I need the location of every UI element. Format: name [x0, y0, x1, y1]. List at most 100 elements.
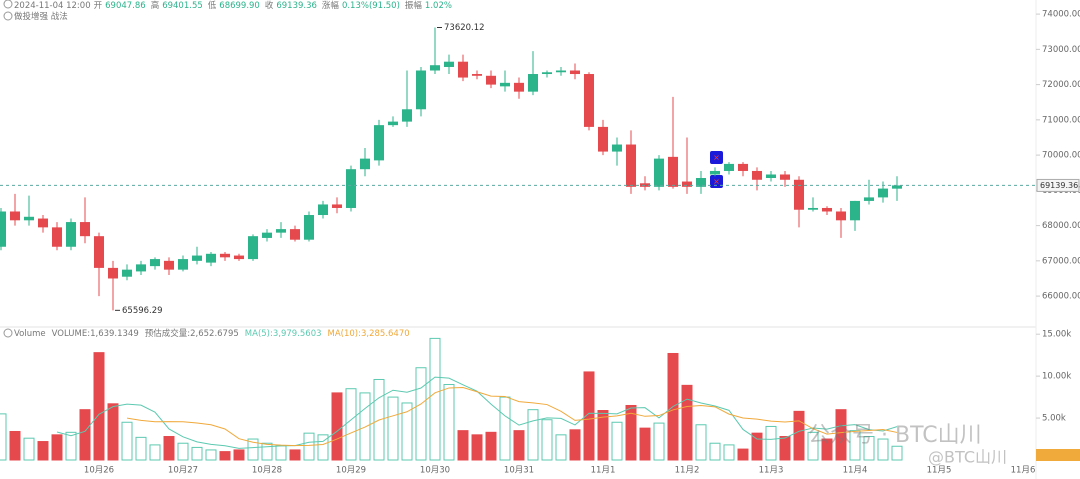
volume-bar [107, 403, 119, 461]
y-tick-label: 68000.00 [1042, 221, 1080, 231]
candle-body [346, 169, 356, 208]
candle-body [752, 170, 762, 180]
volume-bar [163, 436, 175, 461]
volume-bar [513, 430, 525, 461]
volume-bar [555, 434, 567, 461]
volume-bar [527, 409, 539, 461]
volume-bar [471, 434, 483, 461]
candle-body [486, 75, 496, 85]
volume-bar [317, 434, 329, 461]
volume-bar [695, 424, 707, 461]
y-tick-label: 74000.00 [1042, 10, 1080, 20]
header-value: 68699.90 [219, 1, 260, 11]
volume-bar [79, 409, 91, 461]
candle-body [416, 70, 426, 110]
volume-bar [387, 396, 399, 461]
candle-body [570, 70, 580, 75]
y-tick-label: 70000.00 [1042, 151, 1080, 161]
candle-body [136, 264, 146, 272]
volume-bar [261, 442, 273, 461]
candle-body [836, 211, 846, 221]
x-tick-label: 10月26 [84, 466, 114, 476]
y-tick-label: 66000.00 [1042, 292, 1080, 302]
volume-bar [219, 451, 231, 461]
y-tick-label: 73000.00 [1042, 45, 1080, 55]
candle-body [290, 229, 300, 240]
candle-body [626, 144, 636, 187]
y-tick-label: 72000.00 [1042, 80, 1080, 90]
volume-bar [0, 413, 7, 461]
volume-bar [149, 444, 161, 461]
header-label: 振幅 [404, 1, 422, 11]
candle-body [360, 158, 370, 170]
volume-bar [653, 422, 665, 461]
volume-bar [569, 429, 581, 461]
y-tick-label: 10.00k [1042, 372, 1071, 382]
y-tick-label: 67000.00 [1042, 256, 1080, 266]
volume-bar [359, 392, 371, 461]
header-value: 69401.55 [162, 1, 203, 11]
candle-body [402, 109, 412, 122]
volume-bar [37, 441, 49, 461]
volume-bar [835, 409, 847, 461]
volume-bar [443, 384, 455, 461]
header: 2024-11-04 12:00 开 69047.86 高 69401.55 低 68699… [14, 0, 460, 11]
volume-bar [65, 431, 77, 461]
volume-bar [499, 396, 511, 461]
x-tick-label: 11月4 [843, 466, 868, 476]
volume-bar [709, 442, 721, 461]
candle-body [206, 253, 216, 263]
collapse-icon[interactable] [3, 328, 13, 338]
volume-bar [401, 402, 413, 461]
volume-bar [51, 434, 63, 461]
volume-bar [233, 449, 245, 461]
candle-body [38, 218, 48, 228]
x-tick-label: 11月2 [675, 466, 700, 476]
volume-bar [793, 410, 805, 461]
candle-body [192, 255, 202, 261]
volume-bar [289, 449, 301, 461]
volume-bar [821, 438, 833, 461]
candle-body [514, 82, 524, 92]
volume-bar [485, 431, 497, 461]
candle-body [262, 232, 272, 238]
candle-body [24, 216, 34, 221]
x-tick-label: 10月31 [504, 466, 534, 476]
x-tick-label: 11月3 [759, 466, 784, 476]
volume-bar [849, 430, 861, 461]
candle-body [374, 125, 384, 161]
candle-body [430, 65, 440, 71]
candle-body [444, 61, 454, 67]
candle-body [822, 207, 832, 212]
volume-bar [737, 448, 749, 461]
price-tag-label: 69139.36 [1040, 181, 1078, 190]
candle-body [528, 74, 538, 92]
candle-body [850, 200, 860, 221]
candle-body [304, 215, 314, 240]
candle-body [738, 163, 748, 171]
candle-body [234, 255, 244, 260]
x-tick-label: 10月28 [252, 466, 282, 476]
volume-legend: Volume VOLUME:1,639.1349 预估成交量:2,652.6795 M… [14, 327, 416, 339]
volume-bar [205, 449, 217, 461]
x-tick-label: 11月1 [591, 466, 616, 476]
candle-body [458, 61, 468, 78]
volume-bar [877, 438, 889, 461]
y-tick-label: 5.00k [1042, 414, 1066, 424]
candle-body [892, 185, 902, 189]
volume-bar [891, 445, 903, 461]
candle-body [808, 207, 818, 210]
candle-body [164, 260, 174, 270]
volume-bar [247, 438, 259, 461]
collapse-icon[interactable] [3, 11, 13, 21]
volume-bar [9, 430, 21, 461]
candle-body [0, 211, 6, 247]
candle-body [472, 74, 482, 76]
volume-bar [23, 437, 35, 461]
volume-bar [303, 432, 315, 461]
candle-body [220, 253, 230, 258]
watermark: 公众号 · BTC山川 [808, 423, 982, 448]
indicator-name: 做投增强 战法 [14, 12, 68, 22]
collapse-icon[interactable] [3, 0, 13, 9]
